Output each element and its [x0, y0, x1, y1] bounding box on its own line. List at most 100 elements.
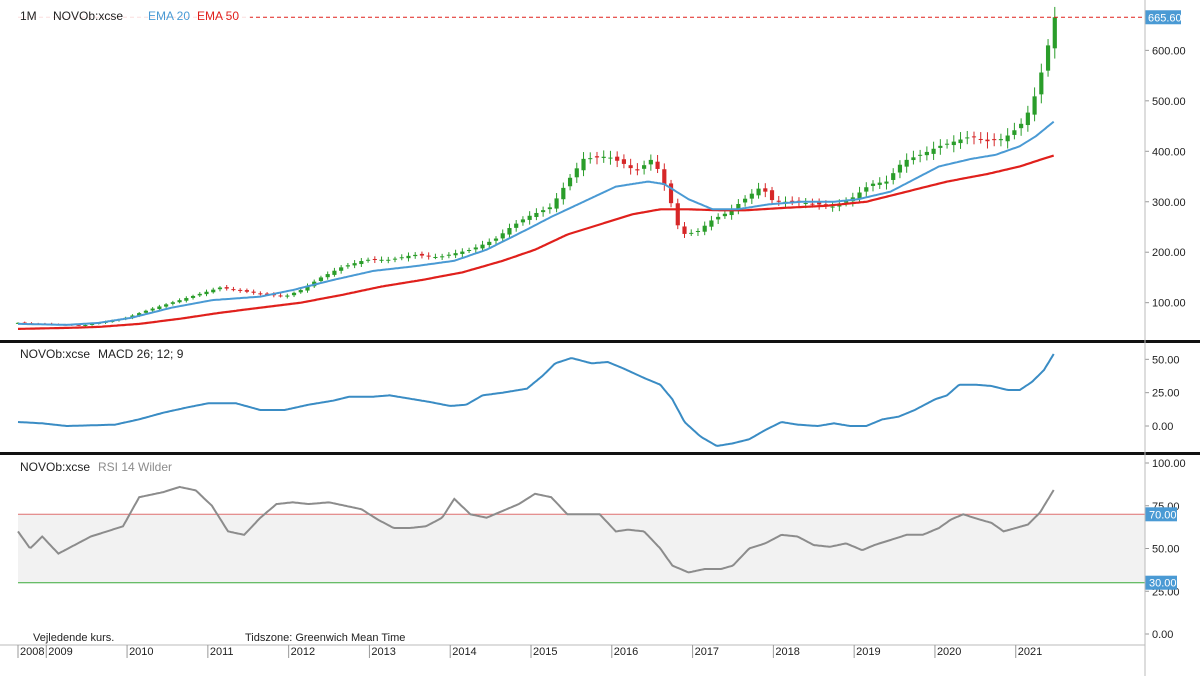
- candle-body: [992, 139, 997, 141]
- rsi-indicator-label[interactable]: RSI 14 Wilder: [98, 460, 172, 474]
- macd-tick-label: 0.00: [1152, 421, 1173, 433]
- legend-bg: [18, 6, 250, 24]
- panel-divider[interactable]: [0, 340, 1200, 343]
- time-tick-label: 2019: [856, 646, 880, 658]
- candle-body: [365, 259, 371, 261]
- candle-body: [480, 244, 485, 249]
- time-tick-label: 2013: [371, 646, 395, 658]
- candle-body: [769, 190, 775, 201]
- interval-label[interactable]: 1M: [20, 9, 37, 23]
- candle-body: [137, 313, 142, 316]
- time-tick-label: 2009: [48, 646, 72, 658]
- candle-body: [924, 151, 929, 156]
- candle-body: [897, 164, 903, 173]
- candle-body: [1012, 130, 1017, 135]
- candle-body: [891, 173, 896, 180]
- candle-body: [466, 250, 472, 252]
- candle-body: [857, 192, 862, 199]
- candle-body: [298, 290, 303, 293]
- candle-body: [615, 156, 620, 161]
- candle-body: [702, 225, 707, 232]
- candle-body: [392, 258, 398, 260]
- candle-body: [379, 259, 384, 261]
- candle-body: [1052, 17, 1057, 49]
- time-tick-label: 2021: [1018, 646, 1042, 658]
- candle-body: [547, 207, 552, 210]
- candle-body: [749, 193, 754, 199]
- candle-body: [170, 302, 175, 304]
- time-tick-label: 2015: [533, 646, 557, 658]
- macd-indicator-label[interactable]: MACD 26; 12; 9: [98, 347, 184, 361]
- price-tick-label: 500.00: [1152, 96, 1186, 108]
- candle-body: [541, 210, 546, 213]
- candle-body: [803, 203, 808, 205]
- rsi-band: [18, 514, 1145, 583]
- last-price-label: 665.60: [1148, 12, 1182, 24]
- candle-body: [520, 219, 526, 223]
- candle-body: [332, 270, 337, 275]
- time-tick-label: 2008: [20, 646, 44, 658]
- candle-body: [790, 200, 795, 202]
- rsi-lower-label: 30.00: [1149, 578, 1177, 590]
- candle-body: [756, 188, 761, 196]
- time-tick-label: 2012: [291, 646, 315, 658]
- candle-body: [386, 259, 391, 261]
- candle-body: [763, 188, 768, 192]
- candle-body: [265, 293, 270, 295]
- time-tick-label: 2010: [129, 646, 153, 658]
- time-tick-label: 2020: [937, 646, 961, 658]
- price-tick-label: 100.00: [1152, 298, 1186, 310]
- candle-body: [648, 159, 653, 165]
- candle-body: [514, 223, 519, 228]
- candle-body: [581, 158, 586, 171]
- candle-body: [655, 161, 660, 169]
- panel-divider[interactable]: [0, 452, 1200, 455]
- candle-body: [325, 274, 330, 278]
- candle-body: [460, 251, 465, 254]
- candle-body: [89, 323, 95, 326]
- candle-body: [473, 247, 478, 250]
- candle-body: [433, 256, 438, 258]
- candle-body: [1019, 123, 1024, 129]
- footer-note: Vejledende kurs.: [33, 632, 114, 644]
- candle-body: [716, 216, 721, 220]
- candle-body: [258, 293, 263, 295]
- price-tick-label: 300.00: [1152, 197, 1186, 209]
- candle-body: [527, 215, 532, 220]
- candle-body: [743, 198, 748, 203]
- candle-body: [143, 310, 149, 313]
- candle-body: [729, 209, 734, 216]
- macd-line: [17, 353, 1055, 447]
- rsi-tick-label: 100.00: [1152, 458, 1186, 470]
- price-tick-label: 600.00: [1152, 45, 1186, 57]
- last-price-badge: 665.60: [1145, 10, 1182, 24]
- candle-body: [884, 181, 889, 184]
- candle-body: [446, 254, 451, 256]
- candle-body: [150, 308, 155, 311]
- candle-body: [184, 298, 189, 301]
- candle-body: [621, 159, 627, 164]
- candle-body: [561, 187, 566, 200]
- candle-body: [776, 200, 781, 202]
- candle-body: [426, 255, 431, 257]
- ema20-legend[interactable]: EMA 20: [148, 9, 190, 23]
- candle-body: [1005, 135, 1010, 142]
- candle-body: [217, 287, 223, 290]
- candle-body: [918, 154, 923, 156]
- candle-body: [810, 203, 815, 205]
- candle-body: [951, 141, 956, 146]
- candle-body: [662, 169, 667, 185]
- time-tick-label: 2016: [614, 646, 638, 658]
- candle-body: [998, 139, 1004, 141]
- rsi-tick-label: 0.00: [1152, 629, 1173, 641]
- candle-body: [493, 238, 499, 241]
- candle-body: [1025, 112, 1030, 126]
- price-axis: 100.00 200.00 300.00 400.00 500.00 600.00: [1145, 45, 1186, 310]
- ema50-legend[interactable]: EMA 50: [197, 9, 239, 23]
- candle-body: [675, 203, 680, 226]
- candle-body: [251, 291, 256, 293]
- candle-body: [453, 253, 458, 256]
- candle-body: [1032, 96, 1037, 115]
